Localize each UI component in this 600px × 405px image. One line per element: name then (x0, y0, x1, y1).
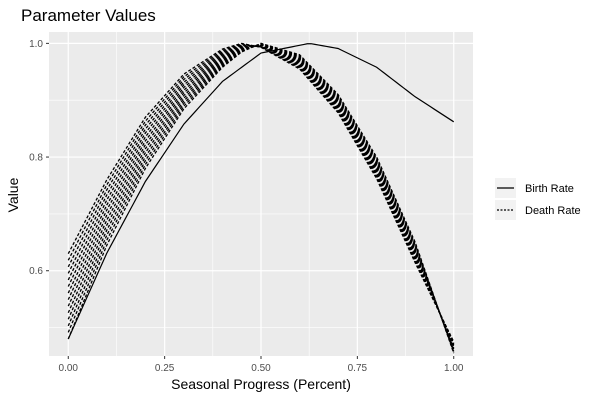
death-rate-curve (67, 42, 455, 343)
x-axis-label: Seasonal Progress (Percent) (171, 376, 351, 392)
birth-rate-line (67, 43, 455, 340)
x-tick-label: 1.00 (444, 363, 464, 374)
x-tick-label: 0.25 (155, 363, 175, 374)
x-tick-label: 0.00 (59, 363, 79, 374)
y-tick-label: 1.0 (29, 39, 43, 50)
x-tick-label: 0.75 (348, 363, 368, 374)
y-axis: 0.6 0.8 1.0 (29, 39, 49, 277)
x-tick-label: 0.50 (251, 363, 271, 374)
legend: Birth Rate Death Rate (495, 178, 581, 220)
death-rate-curve (67, 44, 455, 344)
x-axis: 0.00 0.25 0.50 0.75 1.00 (59, 356, 464, 374)
death-rate-curve (67, 44, 455, 345)
major-gridlines (49, 32, 473, 356)
legend-label: Birth Rate (525, 183, 574, 195)
y-tick-label: 0.6 (29, 266, 43, 277)
chart-title: Parameter Values (21, 6, 156, 25)
y-axis-label: Value (5, 177, 21, 212)
series-layer (67, 42, 455, 354)
legend-label: Death Rate (525, 205, 581, 217)
y-tick-label: 0.8 (29, 153, 43, 164)
